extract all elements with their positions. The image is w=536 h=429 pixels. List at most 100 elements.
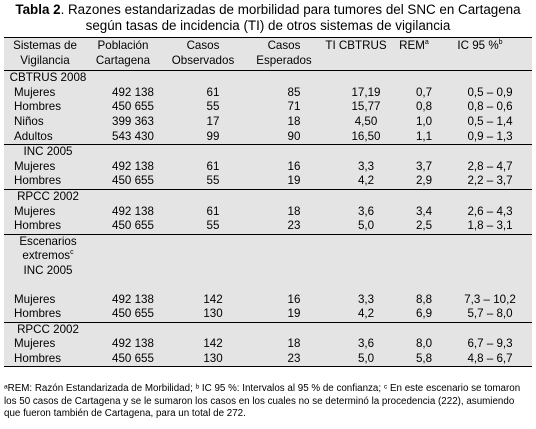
cell: 2,2 – 3,7: [467, 174, 513, 188]
cell: 142: [203, 337, 223, 351]
cell: 1,0: [415, 114, 433, 128]
header-cell: Sistemas de Vigilancia: [4, 39, 86, 68]
header-note: a: [424, 39, 429, 47]
cell: 61: [206, 204, 220, 218]
row-label: Niños: [14, 114, 44, 128]
cell: 399 363: [112, 114, 154, 128]
row-label: Hombres: [14, 307, 62, 321]
cell: 2,5: [415, 219, 433, 233]
cell: 3,7: [415, 159, 433, 173]
cell: 0,5 – 1,4: [467, 114, 513, 128]
table-row: Adultos 543 430 99 90 16,50 1,1 0,9 – 1,3: [4, 130, 532, 145]
cell: 0,8: [415, 100, 433, 114]
cell: 3,4: [415, 204, 433, 218]
cell: 0,7: [415, 85, 433, 99]
header-text: REM: [399, 39, 425, 52]
row-label: Mujeres: [14, 337, 56, 351]
cell: 1,8 – 3,1: [467, 219, 513, 233]
cell: 450 655: [112, 100, 154, 114]
cell: 492 138: [112, 337, 154, 351]
table-row: Hombres 450 655 130 23 5,0 5,8 4,8 – 6,7: [4, 352, 532, 367]
row-label: Mujeres: [14, 159, 56, 173]
section-note: c: [70, 249, 74, 257]
cell: 17: [206, 114, 220, 128]
table-row: Hombres 450 655 55 71 15,77 0,8 0,8 – 0,6: [4, 100, 532, 115]
header-cell: REMa: [390, 39, 438, 68]
header-cell: Población Cartagena: [86, 39, 160, 68]
table-row: Mujeres 492 138 61 16 3,3 3,7 2,8 – 4,7: [4, 160, 532, 175]
section: Escenarios extremosc INC 2005 Mujeres 492 1…: [4, 233, 532, 322]
cell: 19: [287, 307, 301, 321]
cell: 61: [206, 85, 220, 99]
table-row: Hombres 450 655 55 19 4,2 2,9 2,2 – 3,7: [4, 174, 532, 189]
row-label: Hombres: [14, 351, 62, 365]
cell: 8,8: [415, 292, 433, 306]
cell: 0,8 – 0,6: [467, 100, 513, 114]
cell: 3,3: [357, 159, 375, 173]
cell: 71: [287, 100, 301, 114]
cell: 492 138: [112, 85, 154, 99]
table-row: Mujeres 492 138 142 16 3,3 8,8 7,3 – 10,2: [4, 293, 532, 308]
row-label: Mujeres: [14, 204, 56, 218]
cell: 4,2: [357, 174, 375, 188]
cell: 3,6: [357, 204, 375, 218]
row-label: Hombres: [14, 174, 62, 188]
row-label: Hombres: [14, 219, 62, 233]
cell: 450 655: [112, 307, 154, 321]
cell: 492 138: [112, 292, 154, 306]
table-row: Hombres 450 655 130 19 4,2 6,9 5,7 – 8,0: [4, 307, 532, 322]
header-note: b: [498, 39, 503, 47]
table-row: Mujeres 492 138 61 18 3,6 3,4 2,6 – 4,3: [4, 205, 532, 220]
footnote: ᵃREM: Razón Estandarizada de Morbilidad;…: [4, 383, 521, 420]
section-label-text: Escenarios extremos: [19, 234, 77, 263]
row-label: Adultos: [14, 129, 53, 143]
table-row: Hombres 450 655 55 23 5,0 2,5 1,8 – 3,1: [4, 219, 532, 234]
header-cell: Casos Observados: [160, 39, 246, 68]
cell: 450 655: [112, 219, 154, 233]
cell: 1,1: [415, 129, 433, 143]
header-text: Población Cartagena: [95, 39, 151, 67]
cell: 16: [287, 292, 301, 306]
section-label: CBTRUS 2008: [4, 71, 90, 86]
cell: 6,9: [415, 307, 433, 321]
header-text: IC 95 %: [457, 39, 499, 52]
section-label-text: INC 2005: [23, 145, 73, 159]
cell: 4,8 – 6,7: [467, 351, 513, 365]
section: RPCC 2002 Mujeres 492 138 142 18 3,6 8,0 6,7 – …: [4, 321, 532, 367]
cell: 18: [287, 337, 301, 351]
cell: 61: [206, 159, 220, 173]
cell: 55: [206, 100, 220, 114]
section-sublabel: INC 2005: [23, 263, 73, 277]
cell: 6,7 – 9,3: [467, 337, 513, 351]
section: RPCC 2002 Mujeres 492 138 61 18 3,6 3,4 2,6 – 4…: [4, 188, 532, 234]
cell: 4,50: [354, 114, 378, 128]
cell: 4,2: [357, 307, 375, 321]
row-label: Mujeres: [14, 85, 56, 99]
cell: 8,0: [415, 337, 433, 351]
spacer: [4, 279, 532, 293]
cell: 450 655: [112, 351, 154, 365]
cell: 23: [287, 219, 301, 233]
cell: 130: [203, 351, 223, 365]
section-label: INC 2005: [4, 145, 90, 160]
cell: 85: [287, 85, 301, 99]
row-label: Mujeres: [14, 292, 56, 306]
cell: 492 138: [112, 204, 154, 218]
cell: 90: [287, 129, 301, 143]
title-label: Tabla 2: [15, 2, 61, 17]
row-label: Hombres: [14, 100, 62, 114]
table: Sistemas de Vigilancia Población Cartagen…: [4, 37, 532, 368]
cell: 18: [287, 114, 301, 128]
header-cell: IC 95 %b: [438, 39, 522, 68]
cell: 130: [203, 307, 223, 321]
cell: 2,8 – 4,7: [467, 159, 513, 173]
cell: 0,9 – 1,3: [467, 129, 513, 143]
title-text: . Razones estandarizadas de morbilidad p…: [60, 2, 521, 33]
cell: 55: [206, 174, 220, 188]
section-label-text: CBTRUS 2008: [9, 71, 87, 85]
section: INC 2005 Mujeres 492 138 61 16 3,3 3,7 2,8 – 4,…: [4, 144, 532, 189]
cell: 99: [206, 129, 220, 143]
cell: 2,9: [415, 174, 433, 188]
table-row: Niños 399 363 17 18 4,50 1,0 0,5 – 1,4: [4, 115, 532, 130]
